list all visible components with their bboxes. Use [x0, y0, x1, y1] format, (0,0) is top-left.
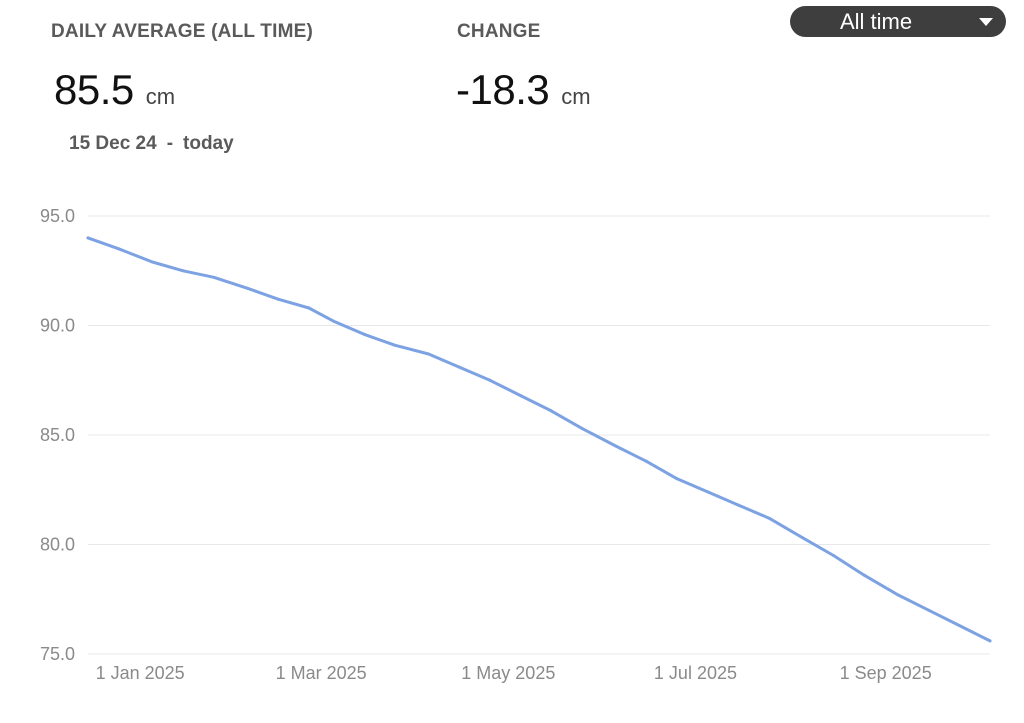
data-point	[862, 573, 866, 577]
data-point	[580, 426, 584, 430]
data-point	[393, 343, 397, 347]
data-point	[519, 394, 523, 398]
data-point	[927, 608, 931, 612]
change-value: -18.3 cm	[456, 66, 591, 114]
date-range-end: today	[183, 133, 234, 154]
x-tick-label: 1 Mar 2025	[276, 663, 367, 683]
data-point	[117, 247, 121, 251]
data-point	[181, 269, 185, 273]
date-range-start: 15 Dec 24	[69, 133, 157, 154]
data-point	[457, 365, 461, 369]
data-point	[427, 352, 431, 356]
data-point	[331, 319, 335, 323]
data-point	[988, 639, 992, 643]
time-range-dropdown[interactable]: All time	[790, 6, 1006, 37]
data-point	[362, 332, 366, 336]
change-label: CHANGE	[457, 21, 541, 42]
data-point	[614, 444, 618, 448]
y-axis-ticks: 75.0 80.0 85.0 90.0 95.0	[40, 206, 75, 664]
change-unit: cm	[561, 84, 591, 109]
data-point	[675, 477, 679, 481]
x-tick-label: 1 Jan 2025	[96, 663, 185, 683]
data-point	[212, 275, 216, 279]
daily-average-label: DAILY AVERAGE (ALL TIME)	[51, 21, 314, 42]
x-tick-label: 1 Sep 2025	[840, 663, 932, 683]
data-point	[957, 624, 961, 628]
y-tick-label: 80.0	[40, 535, 75, 555]
grid-layer	[88, 215, 990, 655]
caret-down-icon	[979, 18, 993, 26]
x-tick-label: 1 May 2025	[461, 663, 555, 683]
daily-average-number: 85.5	[54, 66, 134, 113]
daily-average-unit: cm	[145, 84, 176, 109]
daily-average-value: 85.5 cm	[54, 66, 175, 114]
data-point	[801, 536, 805, 540]
data-point	[644, 459, 648, 463]
y-tick-label: 95.0	[40, 206, 75, 226]
date-range-separator: -	[166, 133, 174, 154]
y-tick-label: 75.0	[40, 644, 75, 664]
data-point	[150, 260, 154, 264]
data-point	[736, 503, 740, 507]
data-point	[307, 306, 311, 310]
data-point	[767, 516, 771, 520]
x-tick-label: 1 Jul 2025	[654, 663, 737, 683]
x-axis-ticks: 1 Jan 2025 1 Mar 2025 1 May 2025 1 Jul 2025…	[96, 663, 932, 683]
series-layer	[86, 236, 992, 643]
date-range: 15 Dec 24- today	[69, 133, 234, 155]
data-point	[488, 378, 492, 382]
change-number: -18.3	[456, 66, 550, 113]
time-range-dropdown-value: All time	[840, 9, 913, 34]
series-line	[86, 236, 992, 643]
data-point	[706, 490, 710, 494]
data-point	[832, 553, 836, 557]
data-point	[896, 593, 900, 597]
data-point	[276, 297, 280, 301]
data-point	[86, 236, 90, 240]
y-tick-label: 85.0	[40, 425, 75, 445]
data-point	[246, 286, 250, 290]
y-tick-label: 90.0	[40, 316, 75, 336]
data-point	[549, 409, 553, 413]
